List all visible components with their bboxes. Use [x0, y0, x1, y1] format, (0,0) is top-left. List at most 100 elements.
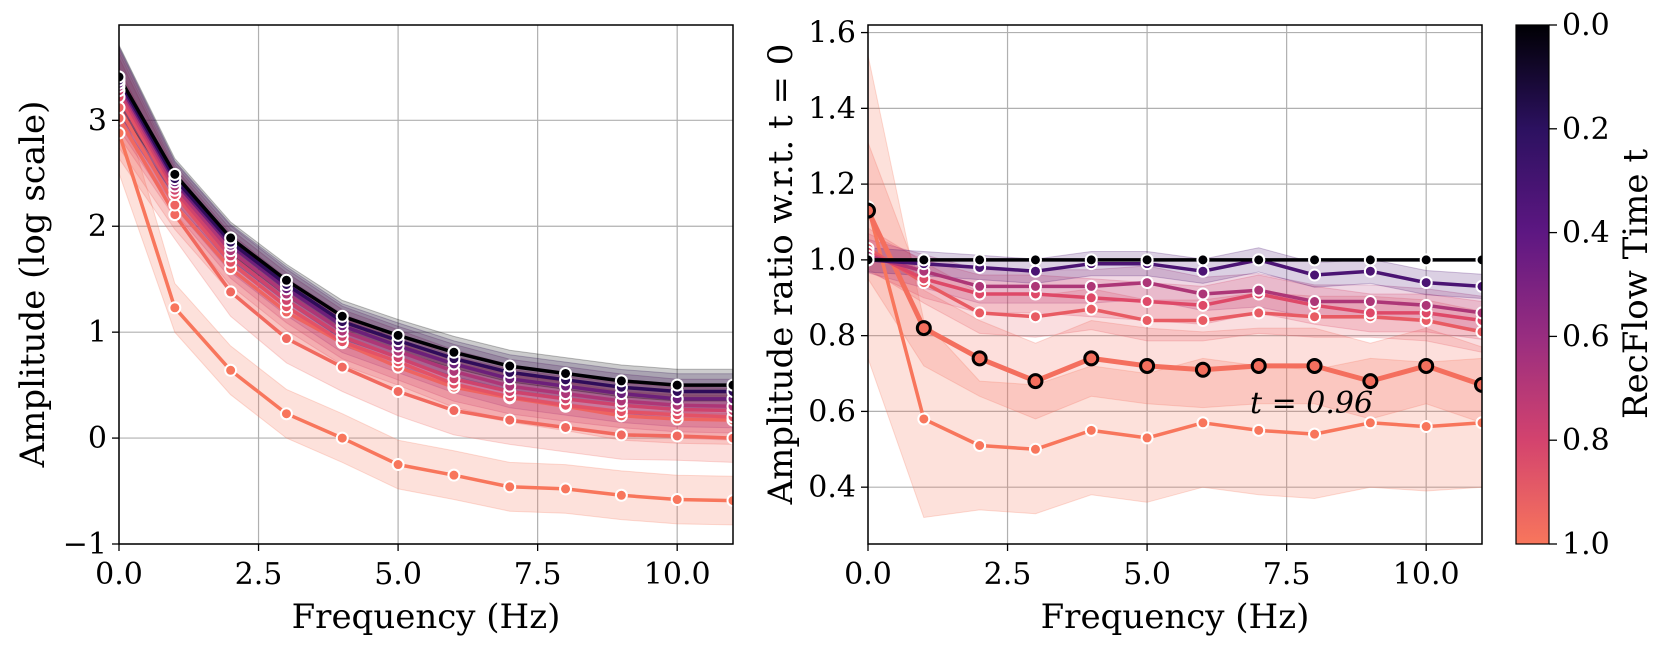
data-point [119, 111, 126, 125]
y-tick-label: 0.6 [808, 394, 856, 429]
data-point [279, 407, 293, 421]
y-tick-label: 0.8 [808, 319, 856, 354]
amplitude-y-ticks: −1 0 1 2 3 [63, 103, 119, 562]
x-tick-label: 7.5 [1263, 557, 1311, 592]
data-point [917, 412, 931, 426]
y-tick-label: 1.6 [808, 16, 856, 51]
data-point [1252, 283, 1266, 297]
data-point [1252, 306, 1266, 320]
data-point [973, 306, 987, 320]
series-line [119, 96, 733, 419]
colorbar-label: RecFlow Time t [1616, 149, 1656, 419]
series-line [868, 247, 1482, 334]
ratio-x-axis-label: Frequency (Hz) [1041, 597, 1310, 637]
data-point [1308, 310, 1322, 324]
data-point [1083, 350, 1100, 367]
series-line [119, 76, 733, 387]
x-tick-label: 0.0 [95, 557, 143, 592]
data-point [1363, 253, 1377, 267]
series-line [119, 89, 733, 413]
series-line [119, 79, 733, 394]
series-line [868, 250, 1482, 323]
amplitude-plot-frame [118, 24, 734, 545]
data-point [391, 458, 405, 472]
data-point [1419, 253, 1433, 267]
colorbar-tick-label: 0.2 [1562, 112, 1610, 147]
x-tick-label: 7.5 [514, 557, 562, 592]
y-tick-label: −1 [63, 527, 107, 562]
data-point [559, 420, 573, 434]
data-point [614, 428, 628, 442]
data-point [1028, 253, 1042, 267]
y-tick-label: 3 [88, 103, 107, 138]
data-point [335, 360, 349, 374]
y-tick-label: 1.2 [808, 167, 856, 202]
colorbar-tick-label: 0.0 [1562, 8, 1610, 43]
series-line [119, 106, 733, 422]
colorbar-frame [1515, 24, 1550, 545]
data-point [670, 493, 684, 507]
series-line [119, 132, 733, 503]
amplitude-chart: 0.0 2.5 5.0 7.5 10.0 −1 0 1 2 3 Frequency (Hz) A… [13, 24, 734, 637]
data-point [973, 253, 987, 267]
data-point [1308, 427, 1322, 441]
x-tick-label: 2.5 [984, 557, 1032, 592]
data-point [670, 378, 684, 392]
data-point [1027, 373, 1044, 390]
data-point [1362, 373, 1379, 390]
confidence-band [119, 92, 733, 526]
data-point [1419, 276, 1433, 290]
data-point [1475, 279, 1482, 293]
data-point [1028, 442, 1042, 456]
x-tick-label: 10.0 [644, 557, 711, 592]
data-point [559, 366, 573, 380]
data-point [614, 488, 628, 502]
data-point [391, 384, 405, 398]
data-point [1084, 423, 1098, 437]
ratio-y-ticks: 0.4 0.6 0.8 1.0 1.2 1.4 1.6 [808, 16, 868, 505]
data-point [1139, 357, 1156, 374]
data-point [1308, 268, 1322, 282]
data-point [726, 378, 733, 392]
y-tick-label: 1.4 [808, 91, 856, 126]
data-point [1084, 291, 1098, 305]
data-point [1475, 253, 1482, 267]
data-point [447, 468, 461, 482]
data-point [1419, 298, 1433, 312]
ratio-plot-frame [867, 24, 1483, 545]
data-point [1140, 313, 1154, 327]
amplitude-series-lines [119, 76, 733, 503]
y-tick-label: 2 [88, 209, 107, 244]
data-point [971, 350, 988, 367]
x-tick-label: 5.0 [1123, 557, 1171, 592]
data-point [1140, 276, 1154, 290]
data-point [726, 431, 733, 445]
data-point [1475, 306, 1482, 320]
data-point [1140, 431, 1154, 445]
colorbar: 0.0 0.2 0.4 0.6 0.8 1.0 RecFlow Time t [1515, 8, 1656, 562]
y-tick-label: 0 [88, 421, 107, 456]
data-point [1196, 253, 1210, 267]
ratio-series-lines [868, 206, 1482, 452]
data-point [1252, 253, 1266, 267]
colorbar-tick-label: 0.8 [1562, 423, 1610, 458]
data-point [1196, 264, 1210, 278]
data-point [1363, 306, 1377, 320]
amplitude-confidence-bands [119, 44, 733, 526]
data-point [559, 482, 573, 496]
y-tick-label: 1.0 [808, 243, 856, 278]
data-point [1475, 325, 1482, 339]
data-point [1363, 264, 1377, 278]
data-point [1140, 253, 1154, 267]
data-point [1308, 253, 1322, 267]
data-point [1418, 357, 1435, 374]
ratio-annotation: t = 0.96 [1250, 386, 1373, 421]
data-point [1419, 420, 1433, 434]
x-tick-label: 2.5 [235, 557, 283, 592]
data-point [224, 285, 238, 299]
data-point [1196, 287, 1210, 301]
data-point [503, 413, 517, 427]
data-point [279, 332, 293, 346]
data-point [1196, 416, 1210, 430]
